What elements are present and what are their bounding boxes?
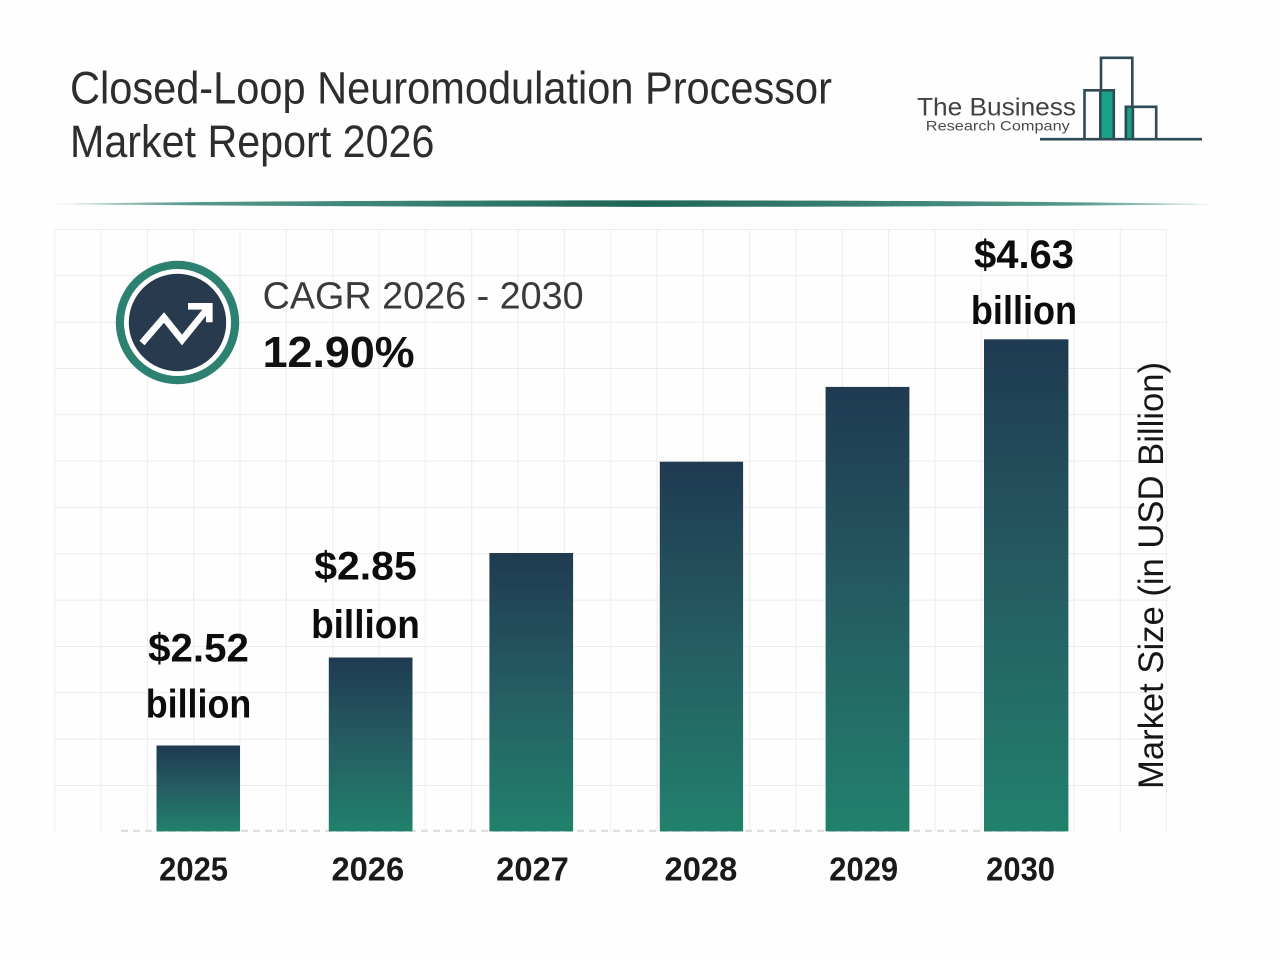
svg-text:CAGR 2026 - 2030: CAGR 2026 - 2030 [263, 275, 584, 317]
svg-text:billion: billion [311, 603, 420, 647]
svg-text:2025: 2025 [159, 851, 228, 888]
svg-text:$2.85: $2.85 [314, 544, 417, 588]
svg-text:$2.52: $2.52 [148, 626, 249, 670]
svg-text:2028: 2028 [665, 851, 738, 888]
svg-text:Market Report 2026: Market Report 2026 [70, 116, 434, 167]
svg-text:Market Size (in USD Billion): Market Size (in USD Billion) [1132, 362, 1171, 789]
svg-text:Closed-Loop Neuromodulation Pr: Closed-Loop Neuromodulation Processor [70, 63, 832, 114]
svg-text:2030: 2030 [986, 851, 1055, 888]
svg-text:12.90%: 12.90% [263, 328, 415, 377]
svg-text:2027: 2027 [496, 851, 569, 888]
svg-text:$4.63: $4.63 [974, 233, 1074, 277]
svg-text:billion: billion [971, 289, 1077, 333]
svg-text:Research Company: Research Company [926, 118, 1070, 134]
svg-text:The Business: The Business [917, 94, 1076, 122]
svg-text:2029: 2029 [829, 851, 898, 888]
svg-text:2026: 2026 [331, 851, 404, 888]
svg-text:billion: billion [146, 683, 252, 727]
